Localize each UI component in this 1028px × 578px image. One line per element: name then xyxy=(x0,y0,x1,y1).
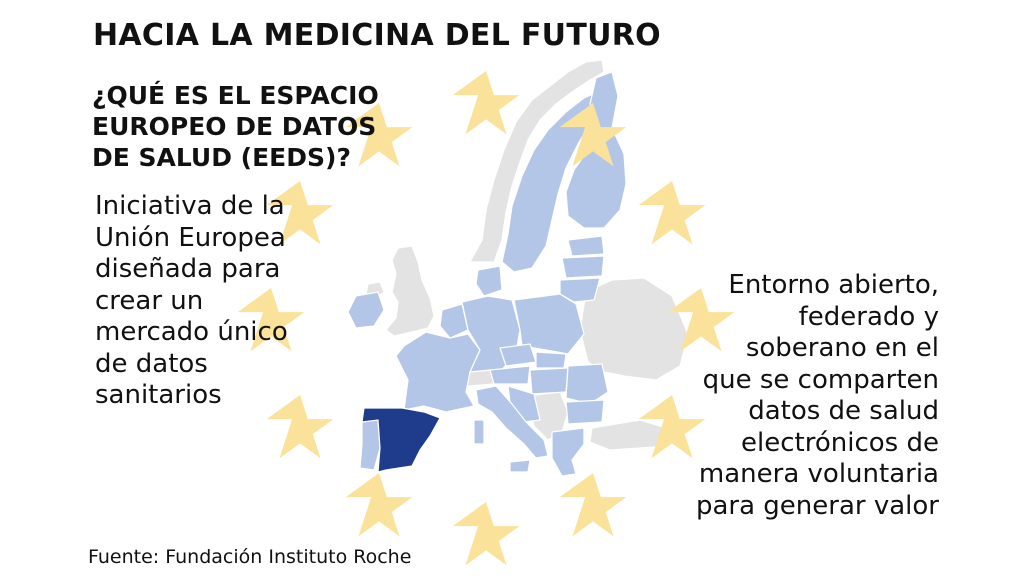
map-country-benelux xyxy=(439,303,469,339)
description-line: para generar valor xyxy=(695,490,939,521)
map-country-hungary xyxy=(529,367,569,395)
definition-line: de datos xyxy=(95,348,208,379)
map-country-italy xyxy=(475,385,549,459)
map-country-estonia xyxy=(567,235,605,257)
star-icon xyxy=(452,71,520,135)
map-country-norway xyxy=(468,59,605,263)
definition-line: diseñada para xyxy=(95,254,281,284)
map-country-denmark xyxy=(475,265,503,297)
definition-line: sanitarios xyxy=(95,380,222,410)
map-country-romania xyxy=(565,363,609,405)
map-country-slovakia xyxy=(535,351,567,369)
map-country-sardinia xyxy=(473,419,485,445)
map-country-lithuania xyxy=(559,277,601,303)
description-line: electrónicos de xyxy=(741,427,939,458)
map-country-croatia xyxy=(507,385,541,423)
description-line: datos de salud xyxy=(748,396,939,426)
star-icon xyxy=(345,473,413,537)
description-text: Entorno abierto, federado y soberano en … xyxy=(649,270,939,522)
description-line: manera voluntaria xyxy=(698,459,939,489)
map-country-latvia xyxy=(561,255,605,279)
description-line: federado y xyxy=(798,301,939,332)
map-country-ireland xyxy=(347,291,385,329)
map-country-poland xyxy=(513,293,585,355)
map-country-czechia xyxy=(499,343,537,367)
description-line: que se comparten xyxy=(702,364,939,395)
map-country-greece xyxy=(551,427,585,477)
subtitle-question: ¿QUÉ ES EL ESPACIO EUROPEO DE DATOS DE S… xyxy=(92,80,422,173)
map-country-united-kingdom xyxy=(385,245,435,337)
definition-line: mercado único xyxy=(95,317,288,347)
map-country-sicily xyxy=(509,459,531,473)
map-country-eastern-europe xyxy=(579,277,689,381)
source-credit: Fuente: Fundación Instituto Roche xyxy=(88,546,412,568)
page-title: HACIA LA MEDICINA DEL FUTURO xyxy=(93,18,661,53)
map-country-spain xyxy=(361,407,441,473)
subtitle-line: ¿QUÉ ES EL ESPACIO xyxy=(92,81,379,110)
subtitle-line: EUROPEO DE DATOS xyxy=(92,112,377,141)
star-icon xyxy=(452,502,520,566)
subtitle-line: DE SALUD (EEDS)? xyxy=(92,143,351,172)
map-country-bulgaria xyxy=(565,399,605,425)
map-country-portugal xyxy=(359,419,381,471)
star-icon xyxy=(559,473,627,537)
definition-text: Iniciativa de la Unión Europea diseñada … xyxy=(95,191,335,412)
definition-line: Unión Europea xyxy=(95,222,286,253)
description-line: Entorno abierto, xyxy=(728,270,939,300)
map-country-austria xyxy=(489,365,531,385)
map-country-france xyxy=(395,331,481,413)
star-icon xyxy=(638,181,706,245)
definition-line: Iniciativa de la xyxy=(95,191,285,221)
description-line: soberano en el xyxy=(745,333,939,363)
definition-line: crear un xyxy=(95,285,204,316)
